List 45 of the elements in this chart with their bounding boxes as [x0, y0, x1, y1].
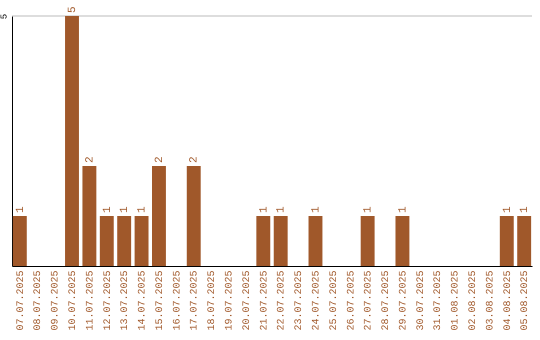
data-label: 1 [362, 206, 375, 213]
x-tick-label: 02.08.2025 [468, 270, 479, 331]
x-tick-label: 19.07.2025 [224, 270, 236, 331]
x-tick-label: 17.07.2025 [190, 270, 201, 331]
x-tick-label: 30.07.2025 [416, 270, 427, 331]
x-tick-label: 11.07.2025 [85, 270, 96, 331]
x-tick-label: 07.07.2025 [16, 270, 27, 331]
data-label: 1 [397, 206, 410, 213]
x-tick-label: 18.07.2025 [207, 270, 218, 331]
data-label: 2 [188, 156, 201, 163]
data-label: 2 [84, 156, 96, 163]
x-tick-label: 25.07.2025 [328, 270, 340, 331]
x-tick-label: 16.07.2025 [172, 270, 184, 331]
x-tick-label: 09.07.2025 [50, 270, 62, 331]
x-tick-label: 05.08.2025 [520, 270, 532, 331]
x-tick-label: 13.07.2025 [120, 270, 132, 331]
data-label: 1 [136, 206, 149, 213]
data-label: 1 [519, 206, 532, 213]
data-label: 5 [67, 6, 79, 13]
x-tick-label: 10.07.2025 [68, 270, 79, 331]
x-tick-label: 12.07.2025 [102, 270, 114, 331]
x-tick-label: 01.08.2025 [450, 270, 462, 331]
data-label: 1 [119, 206, 132, 213]
x-tick-label: 24.07.2025 [311, 270, 322, 331]
data-label: 1 [502, 206, 514, 213]
x-tick-label: 27.07.2025 [364, 270, 375, 331]
data-label: 1 [276, 206, 288, 213]
x-tick-label: 31.07.2025 [433, 270, 444, 331]
x-tick-label: 23.07.2025 [294, 270, 306, 331]
x-tick-label: 20.07.2025 [242, 270, 253, 331]
x-tick-label: 29.07.2025 [398, 270, 410, 331]
data-label: 1 [14, 206, 27, 213]
x-tick-label: 15.07.2025 [154, 270, 166, 331]
x-tick-label: 03.08.2025 [485, 270, 496, 331]
x-tick-label: 04.08.2025 [502, 270, 514, 331]
data-label: 1 [258, 206, 270, 213]
data-label: 1 [102, 206, 114, 213]
x-tick-label: 08.07.2025 [33, 270, 44, 331]
x-tick-label: 26.07.2025 [346, 270, 358, 331]
data-label: 1 [310, 206, 322, 213]
x-tick-label: 28.07.2025 [381, 270, 392, 331]
x-tick-label: 22.07.2025 [276, 270, 288, 331]
x-tick-label: 21.07.2025 [259, 270, 270, 331]
x-tick-label: 14.07.2025 [138, 270, 149, 331]
data-label: 2 [154, 156, 166, 163]
